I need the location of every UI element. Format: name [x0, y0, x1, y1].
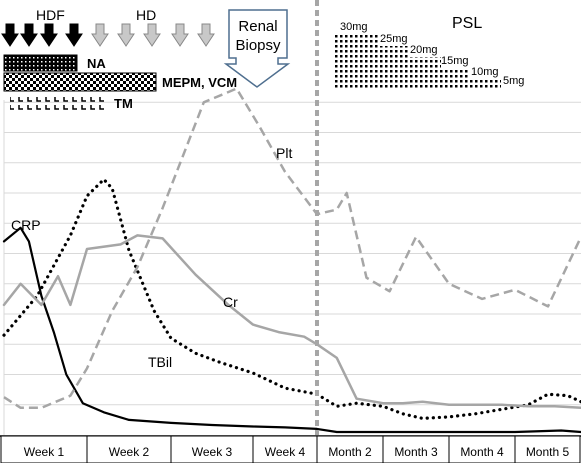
- psl-dose-label: 10mg: [471, 66, 499, 78]
- x-tick-label: Week 2: [109, 445, 150, 459]
- x-tick-label: Week 4: [265, 445, 306, 459]
- x-tick-label: Week 1: [24, 445, 65, 459]
- plt-series-label: Plt: [276, 145, 292, 161]
- na-therapy-bar: [3, 54, 78, 72]
- psl-dose-block: [334, 34, 380, 90]
- x-tick-label: Month 3: [394, 445, 438, 459]
- tm-label: TM: [114, 96, 133, 111]
- hd-arrow-icon: [197, 23, 215, 47]
- series-line-tbil: [2, 177, 581, 420]
- series-line-crp: [2, 226, 581, 434]
- x-period-box: [448, 435, 516, 463]
- psl-dose-block: [441, 68, 470, 90]
- x-tick-label: Month 2: [328, 445, 372, 459]
- crp-series-label: CRP: [11, 217, 41, 233]
- tm-therapy-bar: [10, 94, 106, 110]
- psl-dose-block: [380, 46, 410, 90]
- hd-label: HD: [136, 7, 156, 23]
- therapy-layer: HDF HD Renal Biopsy NA MEPM, VCM TM PSL 30mg 25mg…: [1, 7, 524, 111]
- na-label: NA: [87, 56, 106, 71]
- x-tick-label: Month 4: [460, 445, 504, 459]
- x-tick-label: Week 3: [192, 445, 233, 459]
- hd-arrow-icon: [117, 23, 135, 47]
- psl-label: PSL: [452, 15, 482, 32]
- x-period-box: [514, 435, 581, 463]
- psl-dose-label: 20mg: [410, 44, 438, 56]
- tbil-series-label: TBil: [148, 354, 172, 370]
- psl-dose-label: 25mg: [380, 33, 408, 45]
- series-layer: [2, 87, 581, 434]
- cr-series-label: Cr: [223, 294, 238, 310]
- psl-dose-label: 5mg: [503, 75, 524, 87]
- psl-dose-label: 30mg: [340, 21, 368, 33]
- psl-dose-block: [410, 57, 441, 90]
- hdf-arrow-icon: [40, 23, 58, 47]
- x-period-box: [316, 435, 384, 463]
- psl-dose-block: [501, 88, 524, 90]
- psl-dose-block: [470, 79, 501, 90]
- mepm-vcm-therapy-bar: [3, 72, 157, 92]
- hdf-label: HDF: [36, 7, 65, 23]
- renal-biopsy-label-line2: Biopsy: [235, 37, 281, 54]
- psl-dose-label: 15mg: [441, 55, 469, 67]
- x-period-box: [252, 435, 318, 463]
- x-axis: Week 1 Week 2 Week 3 Week 4 Month 2 Month 3 Mo…: [0, 435, 581, 463]
- hd-arrow-icon: [143, 23, 161, 47]
- hdf-arrow-icon: [65, 23, 83, 47]
- series-line-cr: [2, 234, 581, 410]
- hdf-arrow-icon: [1, 23, 19, 47]
- x-period-box: [170, 435, 254, 463]
- renal-biopsy-callout: [223, 9, 291, 88]
- hd-arrow-icon: [91, 23, 109, 47]
- x-period-box: [382, 435, 450, 463]
- x-tick-label: Month 5: [526, 445, 570, 459]
- hdf-arrow-icon: [20, 23, 38, 47]
- hd-arrow-icon: [171, 23, 189, 47]
- mepm-vcm-label: MEPM, VCM: [162, 75, 237, 90]
- renal-biopsy-label-line1: Renal: [238, 18, 277, 35]
- series-line-plt: [3, 87, 581, 410]
